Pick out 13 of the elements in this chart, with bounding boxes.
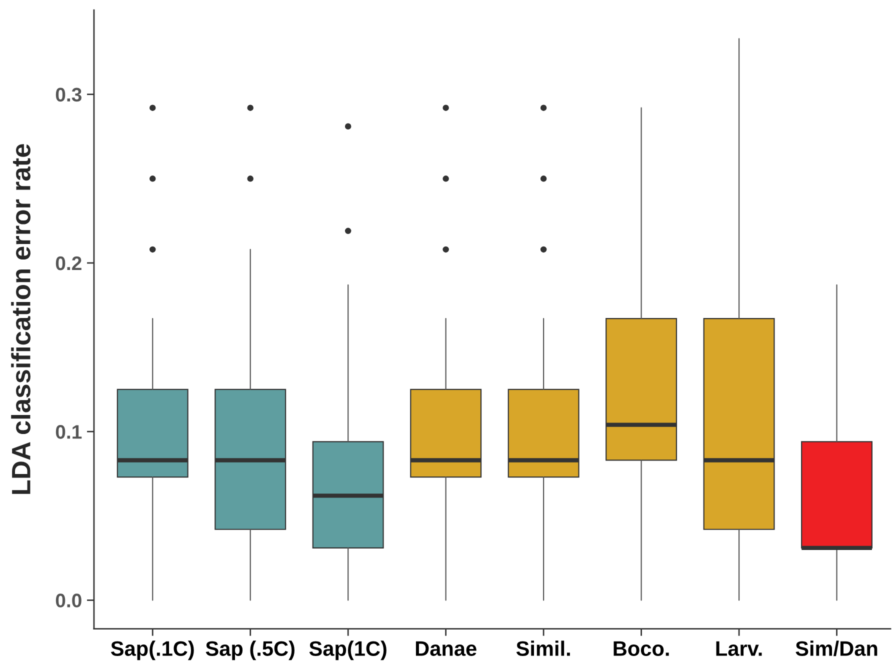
x-tick-label: Sap(1C) xyxy=(309,640,386,660)
y-tick-label: 0.1 xyxy=(56,425,82,439)
y-tick-label: 0.3 xyxy=(56,88,82,102)
y-axis-title: LDA classification error rate xyxy=(11,144,30,494)
x-tick-label: Sim/Dan xyxy=(796,640,878,656)
y-tick-label: 0.2 xyxy=(56,256,82,270)
x-tick-label: Larv. xyxy=(716,641,762,656)
x-tick-label: Simil. xyxy=(516,640,570,656)
x-tick-label: Boco. xyxy=(614,641,669,656)
x-tick-label: Danae xyxy=(416,641,476,656)
x-tick-label: Sap (.5C) xyxy=(206,640,294,660)
x-tick-label: Sap(.1C) xyxy=(110,640,194,660)
y-tick-label: 0.0 xyxy=(56,594,82,608)
